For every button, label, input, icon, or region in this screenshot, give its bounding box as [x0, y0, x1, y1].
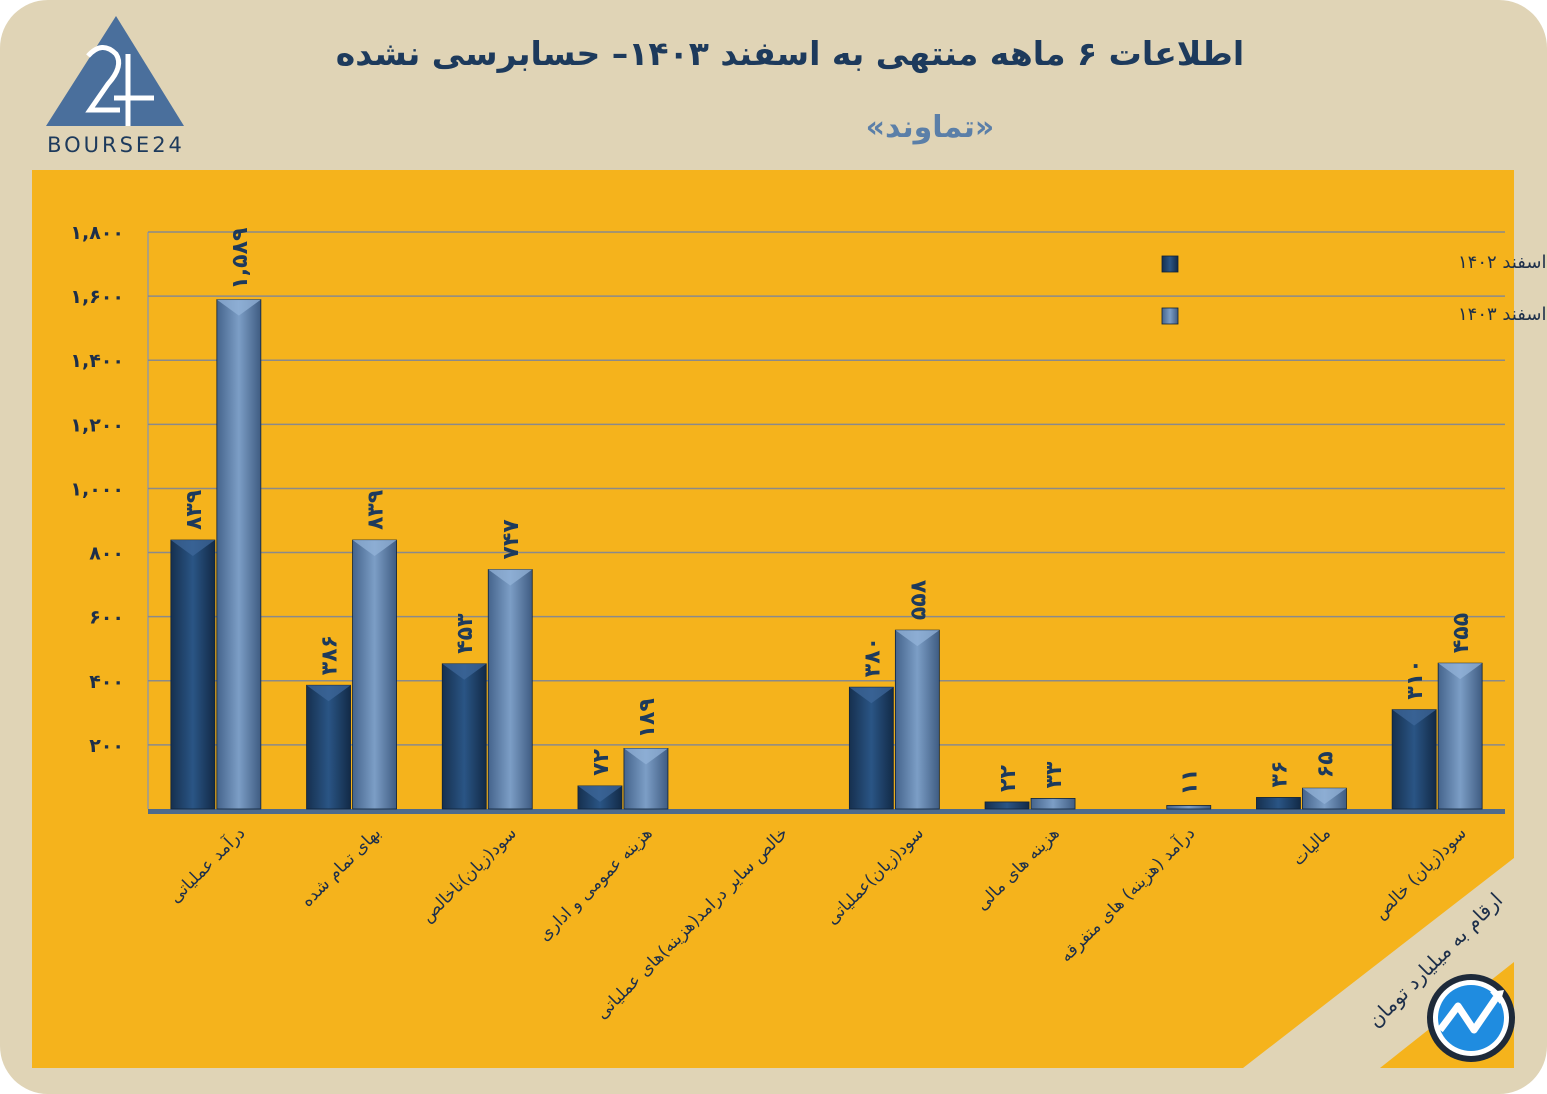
data-label: ۷۴۷	[499, 519, 524, 560]
data-label: ۸۳۹	[364, 490, 389, 530]
bar	[170, 539, 216, 810]
data-label: ۳۶	[1267, 761, 1292, 788]
data-label: ۴۵۵	[1449, 613, 1474, 653]
bar	[848, 686, 894, 810]
bar	[1166, 805, 1212, 810]
bar-top-bevel	[1438, 663, 1483, 680]
y-tick-label: ۱,۶۰۰	[70, 286, 124, 308]
page-title: اطلاعات ۶ ماهه منتهی به اسفند ۱۴۰۳– حساب…	[335, 34, 1245, 73]
bar-top-bevel	[577, 785, 622, 802]
bar	[1391, 709, 1437, 810]
data-label: ۱۱	[1178, 769, 1203, 796]
bar	[306, 684, 351, 810]
legend-label: عملکرد منتهی به اسفند ۱۴۰۳	[1458, 304, 1547, 325]
y-tick-label: ۶۰۰	[89, 607, 124, 629]
bar-top-bevel	[623, 748, 668, 765]
bar-top-bevel	[488, 569, 533, 586]
x-axis-line	[148, 809, 1505, 814]
data-label: ۳۸۶	[318, 635, 343, 675]
bar	[1030, 798, 1076, 810]
y-tick-label: ۱,۲۰۰	[70, 414, 124, 436]
data-label: ۶۵	[1313, 751, 1338, 778]
legend-swatch	[1161, 307, 1179, 325]
bar-top-bevel	[895, 630, 940, 647]
bar	[216, 299, 262, 810]
legend-swatch	[1161, 255, 1179, 273]
data-label: ۲۲	[996, 765, 1021, 792]
bar-top-bevel	[442, 663, 487, 680]
bar-top-bevel	[216, 299, 261, 316]
bar-top-bevel	[352, 540, 397, 557]
bar-top-bevel	[1302, 788, 1347, 805]
legend-label: عملکرد منتهی به اسفند ۱۴۰۲	[1458, 252, 1547, 273]
bar-top-bevel	[849, 687, 894, 704]
chart-badge-icon	[1427, 974, 1515, 1062]
bar	[894, 629, 940, 810]
bourse24-logo: BOURSE24	[46, 16, 185, 157]
y-tick-label: ۲۰۰	[89, 735, 124, 757]
svg-text:BOURSE24: BOURSE24	[47, 133, 185, 157]
data-label: ۵۵۸	[906, 579, 931, 620]
data-label: ۱۸۹	[635, 698, 660, 738]
data-label: ۳۳	[1042, 761, 1067, 788]
data-label: ۸۳۹	[182, 490, 207, 530]
data-label: ۱,۵۸۹	[228, 228, 253, 290]
plot-area	[32, 170, 1514, 1068]
data-label: ۷۲	[589, 748, 614, 775]
data-label: ۴۵۳	[453, 613, 478, 654]
y-tick-label: ۴۰۰	[89, 671, 124, 693]
y-tick-label: ۱,۸۰۰	[70, 222, 124, 244]
bar	[1256, 797, 1301, 810]
bar	[487, 569, 533, 810]
data-label: ۳۸۰	[860, 637, 885, 677]
bar	[984, 801, 1030, 810]
bar-top-bevel	[170, 540, 215, 557]
data-label: ۳۱۰	[1403, 659, 1428, 699]
y-tick-label: ۱,۰۰۰	[70, 478, 124, 500]
y-tick-label: ۸۰۰	[89, 543, 124, 565]
bar	[441, 663, 487, 810]
bar-top-bevel	[306, 685, 351, 702]
page-subtitle: «تماوند»	[865, 110, 995, 145]
bar	[1437, 662, 1483, 810]
bar-top-bevel	[1392, 709, 1437, 726]
bar	[352, 539, 397, 810]
y-tick-label: ۱,۴۰۰	[70, 350, 124, 372]
